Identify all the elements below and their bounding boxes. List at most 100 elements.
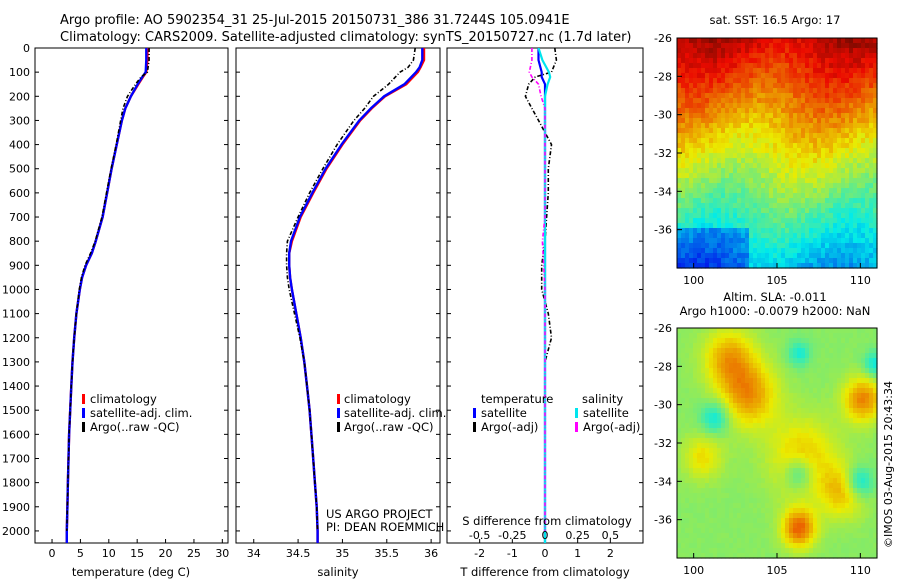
map-cell [861,238,866,244]
map-cell [713,363,718,369]
map-cell [713,68,718,74]
map-cell [749,168,754,174]
map-cell [817,253,822,259]
map-cell [713,468,718,474]
map-cell [805,528,810,534]
map-cell [705,463,710,469]
map-cell [697,48,702,54]
map-cell [709,148,714,154]
map-cell [797,193,802,199]
map-cell [765,263,770,269]
map-cell [677,473,682,479]
map-cell [857,263,862,269]
map-cell [713,163,718,169]
map-cell [709,138,714,144]
map-cell [729,58,734,64]
map-cell [693,473,698,479]
map-cell [873,233,878,239]
map-cell [749,473,754,479]
map-cell [837,43,842,49]
map-cell [785,48,790,54]
map-cell [829,438,834,444]
map-cell [849,478,854,484]
map-x-tick-label: 110 [850,274,871,287]
map-cell [801,378,806,384]
map-cell [737,528,742,534]
map-cell [681,428,686,434]
map-cell [861,418,866,424]
map-cell [729,98,734,104]
map-cell [753,203,758,209]
map-cell [757,428,762,434]
map-y-tick-label: -26 [654,322,672,335]
map-cell [797,223,802,229]
map-cell [833,533,838,539]
map-cell [765,453,770,459]
map-cell [841,438,846,444]
map-cell [813,258,818,264]
map-cell [705,233,710,239]
map-cell [709,208,714,214]
map-cell [857,398,862,404]
map-cell [801,438,806,444]
map-cell [781,513,786,519]
map-cell [797,373,802,379]
map-cell [869,373,874,379]
map-cell [749,88,754,94]
map-cell [821,178,826,184]
map-cell [749,388,754,394]
map-cell [709,408,714,414]
map-cell [681,108,686,114]
map-cell [773,183,778,189]
map-cell [761,343,766,349]
map-cell [793,63,798,69]
map-cell [713,213,718,219]
map-cell [849,53,854,59]
map-cell [701,533,706,539]
map-cell [825,88,830,94]
map-cell [717,128,722,134]
map-cell [681,533,686,539]
map-cell [689,543,694,549]
map-cell [825,523,830,529]
map-cell [789,548,794,554]
map-cell [697,403,702,409]
map-cell [805,513,810,519]
map-cell [845,263,850,269]
map-cell [857,503,862,509]
map-cell [741,528,746,534]
map-cell [873,138,878,144]
legend-climatology: climatology [344,392,411,406]
map-cell [713,128,718,134]
map-cell [745,443,750,449]
map-cell [793,333,798,339]
map-cell [701,508,706,514]
map-cell [693,173,698,179]
map-cell [761,358,766,364]
map-cell [705,493,710,499]
map-cell [845,228,850,234]
map-cell [857,138,862,144]
map-cell [797,198,802,204]
map-cell [801,148,806,154]
map-cell [813,548,818,554]
map-cell [861,113,866,119]
map-cell [757,193,762,199]
depth-tick-label: 1000 [2,283,30,296]
map-cell [737,78,742,84]
map-cell [721,503,726,509]
sla-map-title-1: Altim. SLA: -0.011 [723,290,827,304]
map-cell [789,133,794,139]
map-cell [769,518,774,524]
map-cell [681,418,686,424]
map-cell [873,478,878,484]
map-cell [781,453,786,459]
map-cell [873,63,878,69]
map-cell [833,238,838,244]
map-cell [821,513,826,519]
map-cell [817,393,822,399]
map-cell [757,523,762,529]
map-cell [857,78,862,84]
map-cell [825,423,830,429]
map-cell [697,133,702,139]
